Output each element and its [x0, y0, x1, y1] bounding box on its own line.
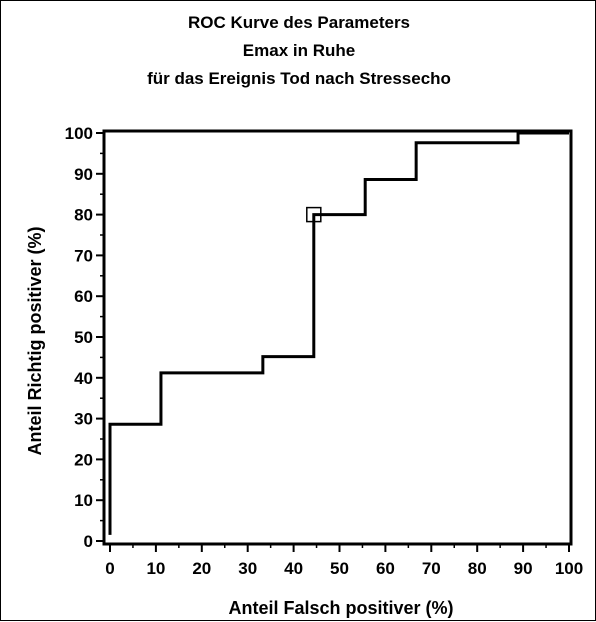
cutoff-marker — [306, 206, 322, 223]
y-tick-label: 0 — [84, 532, 93, 551]
x-axis-ticks: 0 10 20 30 40 50 60 70 80 90 100 — [105, 544, 583, 578]
x-tick-label: 0 — [105, 559, 114, 578]
x-tick-label: 90 — [514, 559, 533, 578]
y-tick-label: 10 — [74, 491, 93, 510]
y-tick-label: 60 — [74, 287, 93, 306]
y-axis-title: Anteil Richtig positiver (%) — [25, 226, 45, 455]
x-tick-label: 100 — [555, 559, 583, 578]
x-tick-label: 40 — [284, 559, 303, 578]
y-tick-label: 70 — [74, 246, 93, 265]
x-tick-label: 60 — [376, 559, 395, 578]
chart-title: ROC Kurve des Parameters Emax in Ruhe fü… — [1, 9, 596, 93]
y-tick-label: 30 — [74, 410, 93, 429]
y-tick-label: 80 — [74, 206, 93, 225]
x-tick-label: 70 — [422, 559, 441, 578]
plot-frame — [102, 129, 573, 546]
title-line-2: Emax in Ruhe — [242, 41, 356, 60]
title-line-1: ROC Kurve des Parameters — [187, 13, 411, 32]
x-tick-label: 20 — [192, 559, 211, 578]
y-tick-label: 50 — [74, 328, 93, 347]
x-axis-title: Anteil Falsch positiver (%) — [228, 598, 453, 618]
title-line-3: für das Ereignis Tod nach Stressecho — [147, 69, 451, 88]
y-tick-label: 40 — [74, 369, 93, 388]
roc-series — [108, 131, 569, 535]
y-axis-ticks: 0 10 20 30 40 50 60 70 80 90 100 — [65, 124, 104, 551]
roc-curve — [108, 131, 569, 535]
x-tick-label: 30 — [238, 559, 257, 578]
x-tick-label: 50 — [330, 559, 349, 578]
y-tick-label: 20 — [74, 450, 93, 469]
x-tick-label: 10 — [146, 559, 165, 578]
y-tick-label: 100 — [65, 124, 93, 143]
y-tick-label: 90 — [74, 165, 93, 184]
x-tick-label: 80 — [468, 559, 487, 578]
